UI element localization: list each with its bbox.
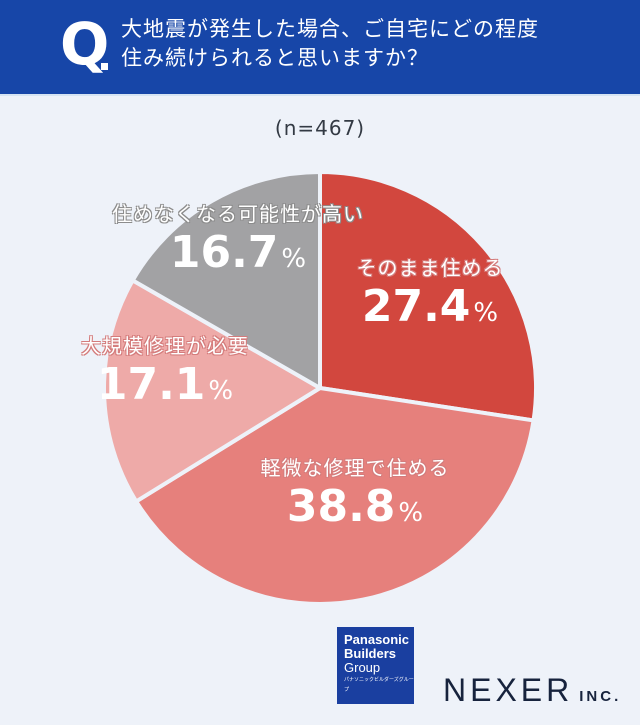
sample-size: (n=467) [274,116,366,140]
label-value: 38.8% [286,481,424,532]
question-text: 大地震が発生した場合、ご自宅にどの程度 住み続けられると思いますか？ [121,15,539,73]
label-keibi: 軽微な修理で住める 38.8% [261,452,450,539]
logo-text-line: Builders [344,646,397,661]
pie-slice-daikibo [102,278,322,504]
logo-text-line: Group [344,660,381,675]
question-line-2: 住み続けられると思いますか？ [121,46,429,70]
pie-slice-sumenaku [130,170,322,390]
nexer-logo-main: NEXER [443,672,574,708]
label-daikibo: 大規模修理が必要 17.1% [81,330,249,417]
label-value: 17.1% [96,359,234,410]
panasonic-builders-group-logo: Panasonic Builders Group パナソニックビルダーズグループ [337,627,414,704]
question-line-1: 大地震が発生した場合、ご自宅にどの程度 [121,17,539,41]
label-value: 16.7% [169,227,307,278]
question-header: Q 大地震が発生した場合、ご自宅にどの程度 住み続けられると思いますか？ [0,0,640,94]
logo-text-line: パナソニックビルダーズグループ [344,677,414,693]
nexer-logo-inc: INC. [579,688,622,705]
header-divider [0,94,640,96]
label-category: 住めなくなる可能性が高い [112,202,364,226]
label-sonomama: そのまま住める 27.4% [357,252,504,339]
label-category: そのまま住める [356,256,504,280]
q-dot [101,63,108,70]
label-category: 軽微な修理で住める [260,456,450,480]
nexer-logo: NEXER INC. [443,672,621,709]
label-value: 27.4% [361,281,499,332]
label-sumenaku: 住めなくなる可能性が高い 16.7% [112,198,364,285]
pie-slice-sonomama [318,170,538,423]
label-category: 大規模修理が必要 [81,334,249,358]
logo-text-line: Panasonic [344,632,410,647]
